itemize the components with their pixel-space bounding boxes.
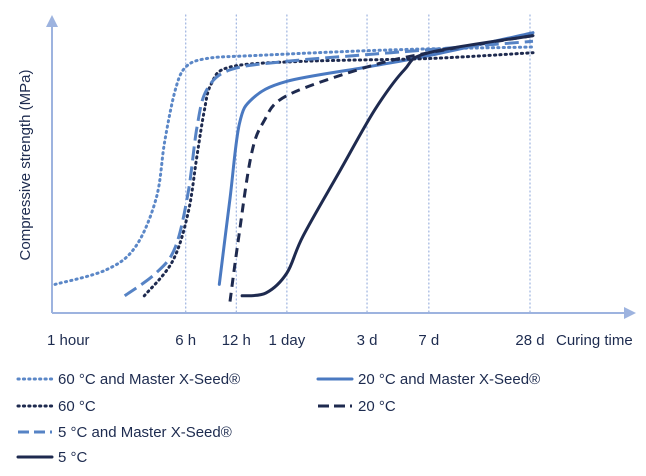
- legend-layer: 60 °C and Master X-Seed® 20 °C and Master…: [16, 371, 540, 466]
- legend-item: 60 °C: [16, 398, 96, 415]
- legend-label: 20 °C and Master X-Seed®: [358, 371, 540, 388]
- y-axis-arrow: [46, 15, 58, 27]
- x-tick-label: 1 day: [269, 332, 306, 349]
- series-line: [240, 34, 535, 298]
- x-tick-label: 7 d: [418, 332, 439, 349]
- series-line: [228, 34, 534, 302]
- axes-layer: [46, 15, 636, 319]
- legend-label: 60 °C and Master X-Seed®: [58, 371, 240, 388]
- x-axis-label: Curing time: [556, 332, 633, 349]
- ticks-layer: 1 hour 6 h 12 h 1 day 3 d 7 d 28 d: [47, 332, 545, 349]
- series-line: [217, 31, 535, 286]
- grid-layer: [185, 14, 531, 314]
- legend-label: 60 °C: [58, 398, 96, 415]
- series-line: [53, 45, 535, 286]
- x-tick-label: 12 h: [222, 332, 251, 349]
- y-axis-label: Compressive strength (MPa): [17, 70, 34, 261]
- legend-item: 20 °C and Master X-Seed®: [316, 371, 540, 388]
- series-layer: [53, 31, 535, 302]
- legend-label: 5 °C: [58, 449, 88, 466]
- legend-label: 20 °C: [358, 398, 396, 415]
- x-tick-label: 28 d: [515, 332, 544, 349]
- series-line: [142, 51, 535, 298]
- legend-item: 60 °C and Master X-Seed®: [16, 371, 240, 388]
- x-axis-arrow: [624, 307, 636, 319]
- legend-label: 5 °C and Master X-Seed®: [58, 424, 232, 441]
- legend-item: 20 °C: [318, 398, 396, 415]
- legend-item: 5 °C and Master X-Seed®: [18, 424, 232, 441]
- x-tick-label: 1 hour: [47, 332, 90, 349]
- legend-item: 5 °C: [16, 449, 88, 466]
- x-tick-label: 3 d: [357, 332, 378, 349]
- series-line: [123, 39, 534, 298]
- x-tick-label: 6 h: [175, 332, 196, 349]
